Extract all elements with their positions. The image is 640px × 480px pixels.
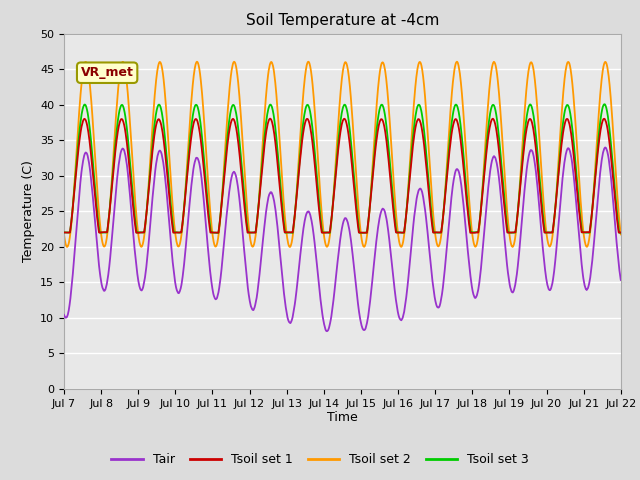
Y-axis label: Temperature (C): Temperature (C) (22, 160, 35, 262)
X-axis label: Time: Time (327, 411, 358, 424)
Legend: Tair, Tsoil set 1, Tsoil set 2, Tsoil set 3: Tair, Tsoil set 1, Tsoil set 2, Tsoil se… (106, 448, 534, 471)
Title: Soil Temperature at -4cm: Soil Temperature at -4cm (246, 13, 439, 28)
Text: VR_met: VR_met (81, 66, 134, 79)
